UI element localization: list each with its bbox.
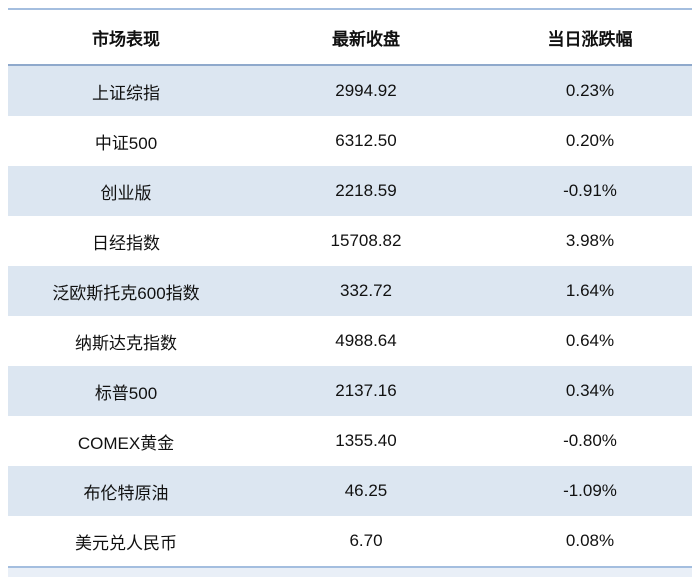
market-name: 标普500 — [94, 383, 158, 403]
change-value: -1.09% — [563, 481, 617, 500]
table-row: 泛欧斯托克600指数 332.72 1.64% — [8, 266, 692, 316]
table-header-row: 市场表现 最新收盘 当日涨跌幅 — [8, 10, 692, 64]
bottom-accent-rule — [8, 566, 692, 568]
table-row: 标普500 2137.16 0.34% — [8, 366, 692, 416]
change-value: 0.08% — [565, 531, 615, 550]
market-name: 美元兑人民币 — [75, 533, 177, 553]
close-value: 1355.40 — [335, 431, 397, 450]
market-performance-table: 市场表现 最新收盘 当日涨跌幅 上证综指 2994.92 0.23% 中证500… — [8, 8, 692, 577]
market-name: 创业版 — [100, 183, 152, 203]
change-value: 0.34% — [565, 381, 615, 400]
change-value: 3.98% — [565, 231, 615, 250]
table-row: 中证500 6312.50 0.20% — [8, 116, 692, 166]
market-name: 中证500 — [94, 133, 158, 153]
close-value: 2137.16 — [335, 381, 397, 400]
table-row: 美元兑人民币 6.70 0.08% — [8, 516, 692, 566]
table-row: 创业版 2218.59 -0.91% — [8, 166, 692, 216]
close-value: 6.70 — [349, 531, 383, 550]
change-value: -0.91% — [563, 181, 617, 200]
market-name: 泛欧斯托克600指数 — [52, 283, 200, 303]
market-name: COMEX黄金 — [77, 433, 175, 453]
column-header-market: 市场表现 — [92, 29, 160, 49]
market-name: 纳斯达克指数 — [75, 333, 177, 353]
table-row: 上证综指 2994.92 0.23% — [8, 66, 692, 116]
table-row: 纳斯达克指数 4988.64 0.64% — [8, 316, 692, 366]
change-value: 0.23% — [565, 81, 615, 100]
header-divider-rule — [8, 64, 692, 66]
close-value: 6312.50 — [335, 131, 397, 150]
footer-strip — [8, 568, 692, 577]
change-value: 0.20% — [565, 131, 615, 150]
change-value: 0.64% — [565, 331, 615, 350]
change-value: -0.80% — [563, 431, 617, 450]
market-name: 上证综指 — [92, 83, 160, 103]
close-value: 15708.82 — [330, 231, 402, 250]
market-name: 布伦特原油 — [83, 483, 169, 503]
close-value: 46.25 — [344, 481, 388, 500]
table-row: 日经指数 15708.82 3.98% — [8, 216, 692, 266]
column-header-close: 最新收盘 — [332, 29, 400, 49]
table-row: 布伦特原油 46.25 -1.09% — [8, 466, 692, 516]
close-value: 2218.59 — [335, 181, 397, 200]
close-value: 2994.92 — [335, 81, 397, 100]
close-value: 332.72 — [340, 281, 392, 300]
column-header-change: 当日涨跌幅 — [547, 29, 633, 49]
change-value: 1.64% — [565, 281, 615, 300]
top-accent-rule — [8, 8, 692, 10]
table-row: COMEX黄金 1355.40 -0.80% — [8, 416, 692, 466]
market-name: 日经指数 — [92, 233, 160, 253]
close-value: 4988.64 — [335, 331, 397, 350]
